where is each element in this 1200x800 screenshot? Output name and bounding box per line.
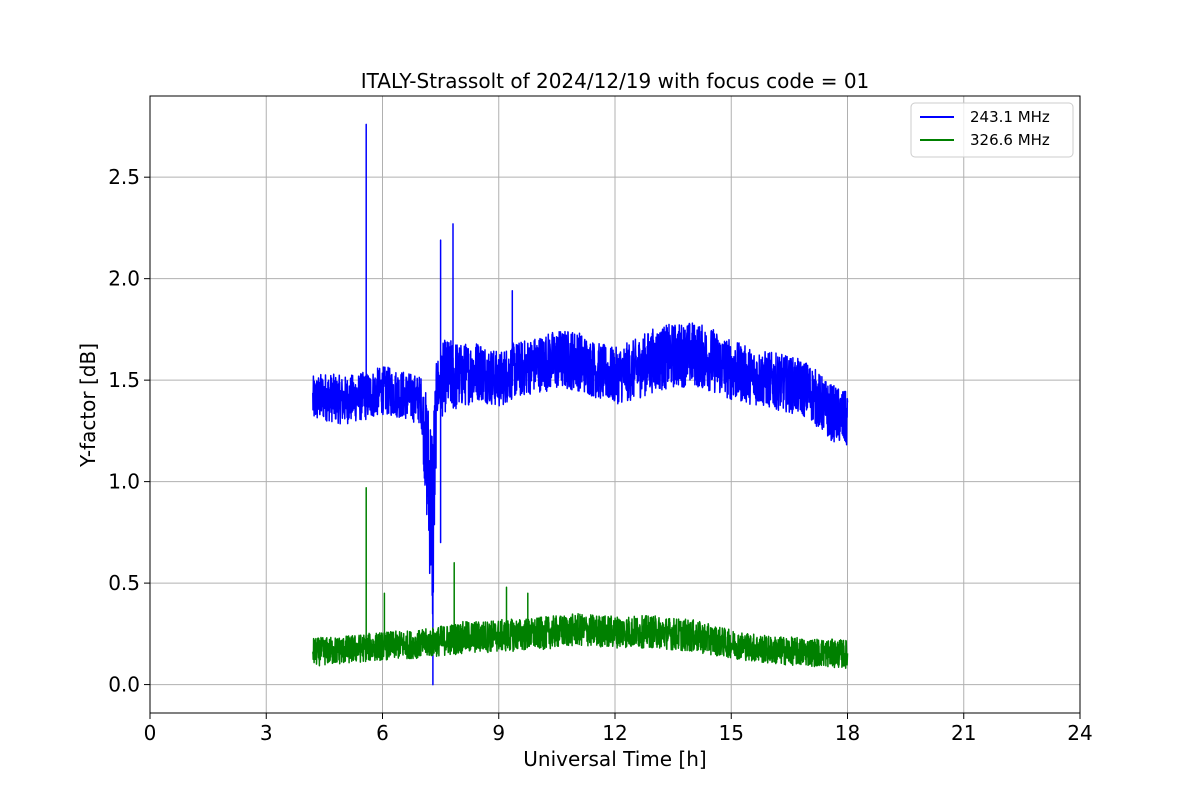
- x-tick-label: 0: [144, 721, 157, 745]
- y-tick-label: 0.5: [108, 571, 140, 595]
- series-line-326-mhz: [312, 486, 849, 669]
- y-tick-label: 1.5: [108, 368, 140, 392]
- x-tick-label: 12: [602, 721, 627, 745]
- y-axis-ticks: 0.0 0.5 1.0 1.5 2.0 2.5: [108, 165, 150, 697]
- y-tick-label: 2.5: [108, 165, 140, 189]
- x-tick-label: 9: [492, 721, 505, 745]
- x-axis-label: Universal Time [h]: [523, 747, 706, 771]
- legend-label-243: 243.1 MHz: [970, 108, 1050, 126]
- x-tick-label: 15: [719, 721, 744, 745]
- x-tick-label: 3: [260, 721, 273, 745]
- y-tick-label: 0.0: [108, 673, 140, 697]
- x-tick-label: 6: [376, 721, 389, 745]
- x-tick-label: 24: [1067, 721, 1092, 745]
- series-layer: [312, 123, 849, 686]
- legend-label-326: 326.6 MHz: [970, 131, 1050, 149]
- y-axis-label: Y-factor [dB]: [76, 343, 100, 468]
- chart-title: ITALY-Strassolt of 2024/12/19 with focus…: [361, 69, 870, 93]
- x-tick-label: 21: [951, 721, 976, 745]
- x-tick-label: 18: [835, 721, 860, 745]
- y-tick-label: 2.0: [108, 267, 140, 291]
- legend: 243.1 MHz 326.6 MHz: [910, 102, 1074, 158]
- x-axis-ticks: 0 3 6 9 12 15 18 21 24: [144, 713, 1093, 745]
- y-tick-label: 1.0: [108, 470, 140, 494]
- series-line-243-mhz: [312, 123, 849, 686]
